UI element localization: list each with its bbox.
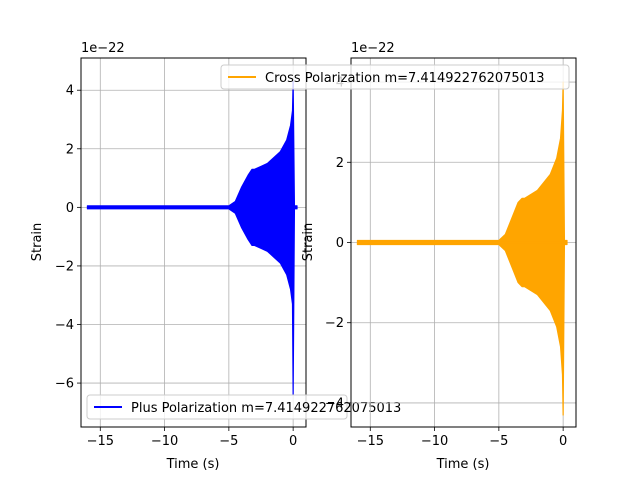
left-x-ticks: −15 −10 −5 0 [87, 427, 297, 449]
left-y-ticks: 4 2 0 −2 −4 −6 [55, 84, 81, 392]
left-y-tick-label: 4 [66, 84, 74, 99]
right-waveform-envelope [356, 81, 568, 416]
right-legend: Cross Polarization m=7.414922762075013 [220, 64, 570, 90]
right-legend-box [220, 64, 570, 90]
left-plot-frame [80, 57, 307, 428]
left-y-tick-label: 2 [66, 142, 74, 157]
right-plot-panel: −15−10−50 420−2−4 Time (s) Strain 1e−22 … [220, 41, 577, 472]
left-waveform-envelope [86, 80, 298, 396]
right-y-axis-label: Strain [301, 223, 316, 262]
left-x-axis-label: Time (s) [166, 457, 220, 472]
right-legend-label: Cross Polarization m=7.414922762075013 [265, 71, 544, 86]
left-y-tick-label: −4 [55, 318, 74, 333]
right-x-tick-label: −5 [489, 434, 508, 449]
left-plot-panel: −15 −10 −5 0 4 2 0 −2 −4 −6 Time (s) Strain 1e−2… [30, 41, 401, 472]
left-y-tick-label: −2 [55, 259, 74, 274]
left-legend: Plus Polarization m=7.414922762075013 [86, 394, 401, 420]
right-x-axis-label: Time (s) [436, 457, 490, 472]
right-y-tick-label: −2 [325, 316, 344, 331]
left-series-marks [86, 80, 298, 396]
right-y-tick-label: 0 [336, 236, 344, 251]
right-x-tick-label: 0 [559, 434, 567, 449]
left-legend-label: Plus Polarization m=7.414922762075013 [131, 401, 401, 416]
right-x-tick-label: −15 [357, 434, 384, 449]
right-series-marks [356, 81, 568, 416]
right-y-tick-label: 2 [336, 156, 344, 171]
left-y-tick-label: −6 [55, 377, 74, 392]
left-offset-text: 1e−22 [81, 41, 125, 56]
left-y-axis-label: Strain [30, 223, 45, 262]
left-x-tick-label: 0 [289, 434, 297, 449]
left-x-tick-label: −5 [219, 434, 238, 449]
right-offset-text: 1e−22 [351, 41, 395, 56]
left-y-tick-label: 0 [66, 201, 74, 216]
left-x-tick-label: −10 [151, 434, 178, 449]
right-x-ticks: −15 −10 −5 0 [357, 427, 567, 449]
right-x-tick-label: −10 [421, 434, 448, 449]
left-legend-box [86, 394, 348, 420]
right-y-tick-label: −4 [325, 396, 344, 411]
left-x-tick-label: −15 [87, 434, 114, 449]
